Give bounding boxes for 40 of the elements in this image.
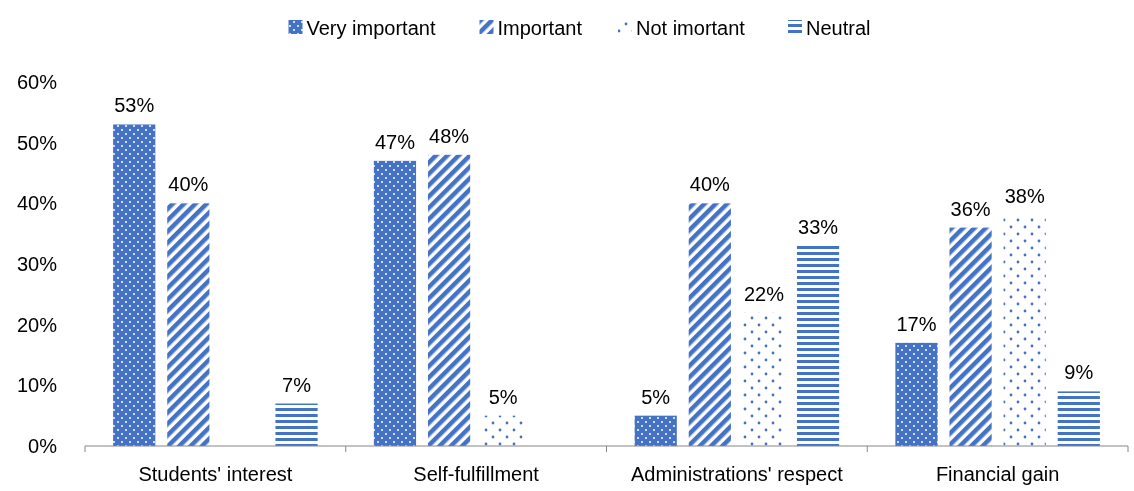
legend-label: Neutral xyxy=(806,17,871,39)
data-label: 47% xyxy=(374,130,416,153)
bar xyxy=(113,124,156,446)
x-tick-label: Administrations' respect xyxy=(631,463,844,485)
data-label: 40% xyxy=(168,173,209,196)
data-label: 17% xyxy=(896,312,937,335)
x-tick-label: Self-fulfillment xyxy=(413,463,540,485)
y-tick-label: 20% xyxy=(16,313,58,336)
bar xyxy=(949,227,992,446)
data-label: 7% xyxy=(282,373,312,396)
data-label: 33% xyxy=(798,215,839,238)
bar xyxy=(688,203,731,446)
y-tick-label: 0% xyxy=(28,435,58,457)
bar xyxy=(1057,391,1100,446)
data-label: 53% xyxy=(114,94,155,117)
x-tick-label: Financial gain xyxy=(935,463,1060,485)
data-label: 5% xyxy=(488,385,518,408)
data-label: 40% xyxy=(689,173,731,196)
y-tick-label: 50% xyxy=(16,131,58,154)
bar xyxy=(427,154,471,446)
bar xyxy=(634,415,677,446)
bar xyxy=(796,245,840,446)
x-tick-label: Students' interest xyxy=(138,463,293,485)
y-tick-label: 30% xyxy=(16,253,58,275)
data-label: 9% xyxy=(1064,361,1094,384)
data-label: 48% xyxy=(429,124,470,147)
bar xyxy=(373,160,417,446)
data-label: 5% xyxy=(641,385,671,408)
bar xyxy=(895,342,938,446)
legend-label: Important xyxy=(497,17,583,39)
bar xyxy=(275,403,318,446)
data-label: 38% xyxy=(1004,185,1045,208)
bar xyxy=(167,203,210,446)
y-tick-label: 10% xyxy=(16,374,58,397)
y-tick-label: 40% xyxy=(16,192,58,215)
legend-label: Not imortant xyxy=(636,17,746,39)
y-tick-label: 60% xyxy=(16,71,58,93)
legend-label: Very important xyxy=(306,17,436,39)
data-label: 22% xyxy=(743,282,785,305)
data-label: 36% xyxy=(950,197,991,220)
